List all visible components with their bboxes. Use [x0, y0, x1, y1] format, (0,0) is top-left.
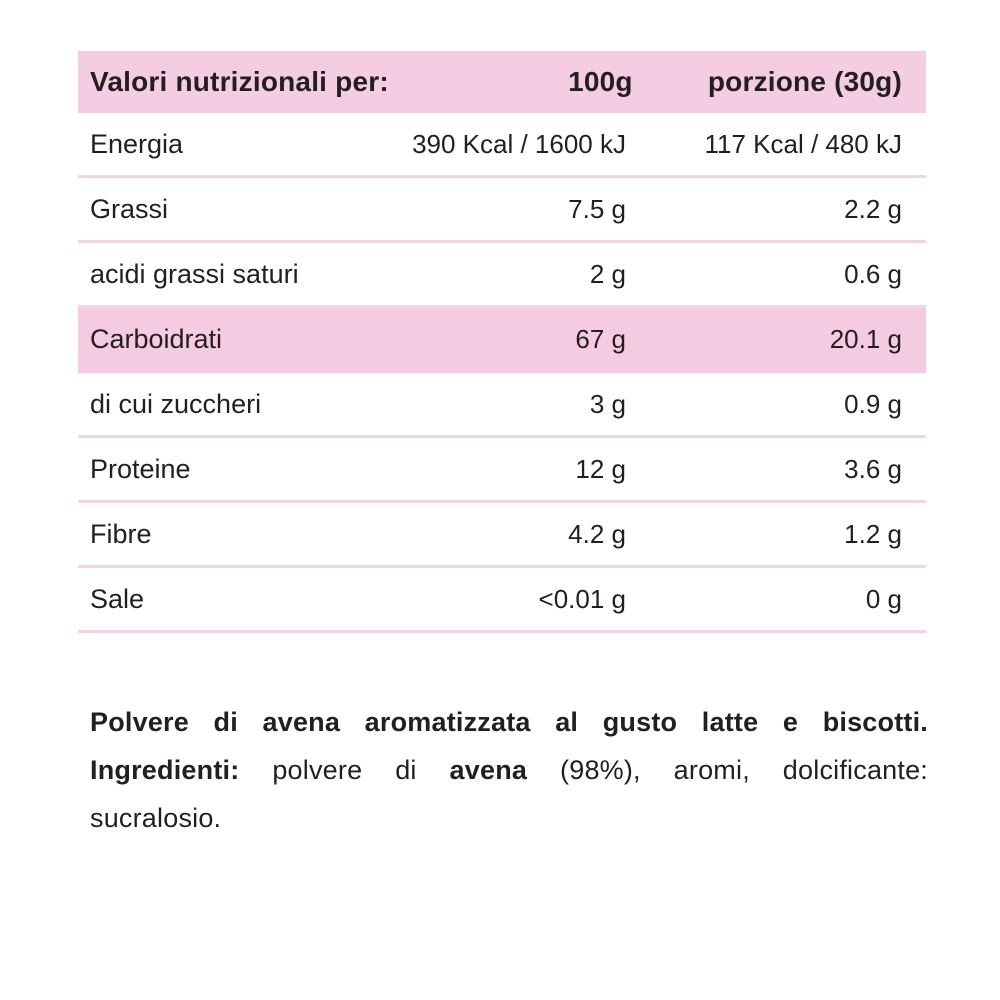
row-value-portion: 20.1 g: [829, 323, 902, 354]
row-value-portion: 3.6 g: [844, 453, 902, 484]
row-value-portion: 0.9 g: [844, 388, 902, 419]
table-header-row: Valori nutrizionali per: 100g porzione (…: [78, 51, 926, 113]
row-value-portion: 1.2 g: [844, 518, 902, 549]
header-col-100g: 100g: [568, 66, 633, 97]
row-value-100g: 12 g: [575, 453, 626, 484]
nutrition-table: Valori nutrizionali per: 100g porzione (…: [78, 51, 926, 633]
row-value-100g: 4.2 g: [568, 518, 626, 549]
table-row-di-cui-zuccheri: di cui zuccheri 3 g 0.9 g: [78, 373, 926, 438]
row-label: acidi grassi saturi: [90, 258, 299, 289]
row-value-100g: 7.5 g: [568, 193, 626, 224]
row-value-portion: 117 Kcal / 480 kJ: [704, 128, 902, 159]
row-value-portion: 0 g: [865, 583, 902, 614]
row-label: Grassi: [90, 193, 169, 224]
table-row-fibre: Fibre 4.2 g 1.2 g: [78, 503, 926, 568]
description-line-1: Polvere di avena aromatizzata al gusto l…: [90, 707, 928, 737]
header-label: Valori nutrizionali per:: [90, 66, 389, 97]
row-value-100g: 390 Kcal / 1600 kJ: [412, 128, 626, 159]
header-col-portion: porzione (30g): [707, 66, 902, 97]
description-line-3: sucralosio.: [90, 803, 222, 833]
table-row-acidi-grassi-saturi: acidi grassi saturi 2 g 0.6 g: [78, 243, 926, 308]
table-row-grassi: Grassi 7.5 g 2.2 g: [78, 178, 926, 243]
product-description: Polvere di avena aromatizzata al gusto l…: [90, 698, 928, 842]
row-label: Fibre: [90, 518, 152, 549]
row-label: di cui zuccheri: [90, 388, 262, 419]
row-value-100g: 2 g: [589, 258, 626, 289]
ingredients-text-1: polvere di: [272, 755, 417, 785]
row-value-portion: 2.2 g: [844, 193, 902, 224]
ingredients-label: Ingredienti:: [90, 755, 240, 785]
ingredient-avena-bold: avena: [449, 755, 528, 785]
row-value-100g: 3 g: [589, 388, 626, 419]
row-value-100g: 67 g: [575, 323, 626, 354]
table-row-sale: Sale <0.01 g 0 g: [78, 568, 926, 633]
ingredients-text-2: (98%), aromi, dolcificante:: [560, 755, 928, 785]
table-row-proteine: Proteine 12 g 3.6 g: [78, 438, 926, 503]
description-line-2: Ingredienti: polvere di avena (98%), aro…: [90, 746, 928, 794]
row-label: Energia: [90, 128, 184, 159]
table-row-carboidrati: Carboidrati 67 g 20.1 g: [78, 308, 926, 373]
row-label: Sale: [90, 583, 145, 614]
table-row-energia: Energia 390 Kcal / 1600 kJ 117 Kcal / 48…: [78, 113, 926, 178]
row-label: Carboidrati: [90, 323, 223, 354]
row-value-100g: <0.01 g: [538, 583, 626, 614]
row-value-portion: 0.6 g: [844, 258, 902, 289]
row-label: Proteine: [90, 453, 191, 484]
